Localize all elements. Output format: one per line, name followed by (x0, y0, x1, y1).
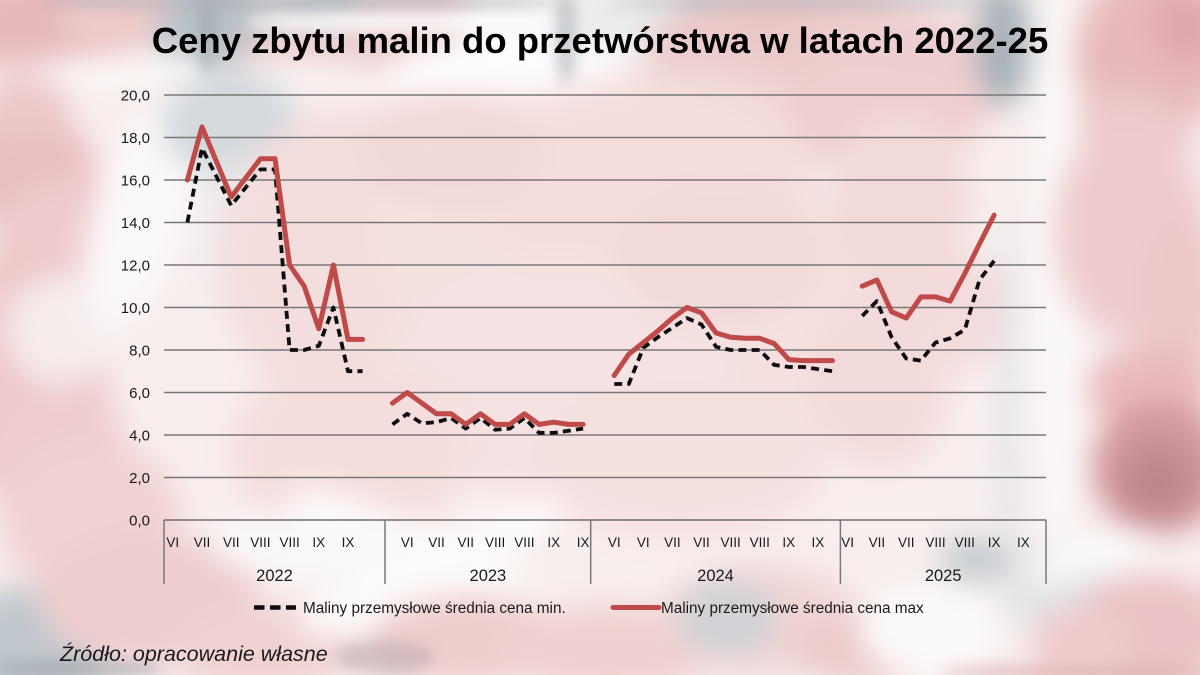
svg-text:VIII: VIII (250, 535, 270, 550)
svg-text:VII: VII (194, 535, 211, 550)
svg-text:IX: IX (577, 535, 590, 550)
svg-text:0,0: 0,0 (129, 512, 150, 529)
svg-text:Maliny przemysłowe średnia cen: Maliny przemysłowe średnia cena min. (303, 600, 566, 617)
svg-text:VI: VI (608, 535, 621, 550)
svg-text:IX: IX (312, 535, 325, 550)
svg-text:18,0: 18,0 (121, 130, 150, 147)
svg-text:8,0: 8,0 (129, 342, 150, 359)
svg-text:Maliny przemysłowe średnia cen: Maliny przemysłowe średnia cena max (661, 600, 924, 617)
svg-text:IX: IX (812, 535, 825, 550)
svg-text:VII: VII (428, 535, 445, 550)
svg-text:14,0: 14,0 (121, 215, 150, 232)
svg-text:VIII: VIII (485, 535, 505, 550)
svg-text:VII: VII (869, 535, 886, 550)
svg-text:VII: VII (664, 535, 681, 550)
svg-text:Źródło: opracowanie własne: Źródło: opracowanie własne (59, 641, 328, 666)
svg-text:10,0: 10,0 (121, 300, 150, 317)
svg-text:VII: VII (223, 535, 240, 550)
svg-text:VIII: VIII (750, 535, 770, 550)
svg-text:IX: IX (547, 535, 560, 550)
svg-text:VI: VI (401, 535, 414, 550)
svg-text:2022: 2022 (256, 567, 293, 585)
svg-text:VI: VI (166, 535, 179, 550)
svg-text:VII: VII (458, 535, 475, 550)
svg-text:VIII: VIII (720, 535, 740, 550)
svg-text:VIII: VIII (955, 535, 975, 550)
svg-text:2025: 2025 (925, 567, 962, 585)
svg-text:VI: VI (841, 535, 854, 550)
svg-text:VIII: VIII (925, 535, 945, 550)
svg-text:16,0: 16,0 (121, 172, 150, 189)
svg-text:VI: VI (637, 535, 650, 550)
svg-text:IX: IX (342, 535, 355, 550)
svg-text:Ceny zbytu malin do przetwórst: Ceny zbytu malin do przetwórstwa w latac… (152, 20, 1049, 61)
svg-text:VIII: VIII (514, 535, 534, 550)
svg-text:12,0: 12,0 (121, 257, 150, 274)
svg-text:4,0: 4,0 (129, 427, 150, 444)
svg-text:2024: 2024 (697, 567, 734, 585)
svg-text:VIII: VIII (279, 535, 299, 550)
svg-text:IX: IX (1017, 535, 1030, 550)
svg-text:2,0: 2,0 (129, 470, 150, 487)
svg-text:2023: 2023 (470, 567, 507, 585)
svg-text:VII: VII (898, 535, 915, 550)
svg-text:20,0: 20,0 (121, 87, 150, 104)
svg-text:IX: IX (988, 535, 1001, 550)
svg-text:VII: VII (693, 535, 710, 550)
svg-text:6,0: 6,0 (129, 385, 150, 402)
svg-text:IX: IX (782, 535, 795, 550)
